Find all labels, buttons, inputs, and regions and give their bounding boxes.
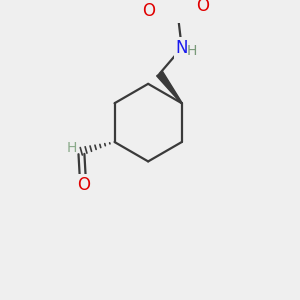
Text: H: H	[187, 44, 197, 58]
Text: O: O	[196, 0, 209, 15]
Text: O: O	[142, 2, 155, 20]
Text: H: H	[67, 141, 77, 154]
Text: O: O	[76, 176, 90, 194]
Polygon shape	[157, 71, 182, 103]
Text: N: N	[176, 39, 188, 57]
